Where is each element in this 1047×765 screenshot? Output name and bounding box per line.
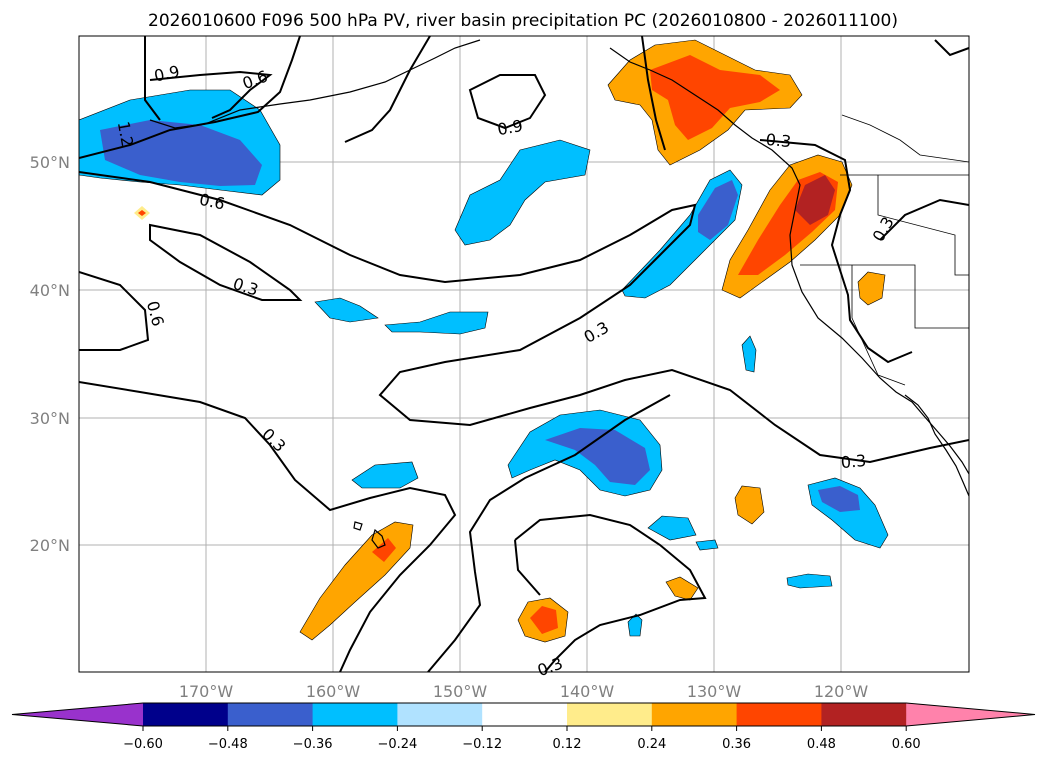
pv-contour	[79, 36, 301, 159]
precip-blob	[741, 335, 757, 373]
colorbar-segment	[143, 703, 229, 726]
pv-contour	[514, 539, 541, 596]
pv-contours	[79, 36, 969, 672]
precip-blob	[857, 271, 886, 306]
precip-blob	[786, 573, 833, 589]
pv-contour	[344, 36, 431, 143]
colorbar-extend-high	[906, 703, 1035, 726]
map-panel: 0.9 0.6 1.2 0.6 0.3 0.6 0.9 0.3 0.3 0.3 …	[30, 35, 970, 701]
pv-contour	[934, 39, 969, 57]
colorbar-tick-label: 0.48	[807, 737, 836, 752]
precip-blob	[795, 175, 835, 225]
precip-blob	[650, 55, 780, 140]
lat-label: 30°N	[30, 409, 70, 428]
longitude-labels: 170°W 160°W 150°W 140°W 130°W 120°W	[179, 682, 869, 701]
precip-blob	[818, 486, 860, 512]
pv-contour	[427, 394, 671, 672]
precip-blob	[100, 120, 262, 186]
pv-contour	[514, 513, 707, 672]
precip-blob	[698, 180, 738, 240]
contour-label: 0.9	[496, 116, 524, 139]
precip-blob	[314, 297, 379, 323]
lon-label: 150°W	[433, 682, 488, 701]
colorbar-segment	[397, 703, 483, 726]
lon-label: 140°W	[560, 682, 615, 701]
pv-contour	[641, 36, 666, 151]
baja-gulf-coast	[904, 394, 969, 497]
colorbar-tick-label: 0.24	[637, 737, 666, 752]
contour-label: 1.2	[114, 120, 137, 148]
pv-contour	[879, 198, 969, 241]
precip-blob	[351, 461, 419, 489]
precip-blob	[530, 606, 558, 634]
colorbar-segment	[821, 703, 907, 726]
hawaii-island	[371, 528, 386, 549]
colorbar-extend-low	[12, 703, 143, 726]
colorbar-segment	[651, 703, 738, 726]
pv-contour	[79, 171, 969, 464]
pv-contour	[79, 381, 457, 672]
colorbar-tick-label: −0.12	[462, 737, 502, 752]
precip-blob	[734, 485, 765, 525]
pv-contour	[149, 223, 303, 301]
lon-label: 160°W	[306, 682, 361, 701]
pv-contour	[79, 271, 150, 351]
colorbar-segment	[227, 703, 314, 726]
precip-blob	[372, 538, 396, 562]
pv-contour	[759, 139, 913, 364]
latitude-labels: 50°N 40°N 30°N 20°N	[30, 153, 70, 555]
colorbar-tick-label: −0.24	[377, 737, 417, 752]
hawaii-island	[353, 521, 363, 531]
precip-positive-areas	[134, 39, 886, 643]
colorbar-tick-label: −0.36	[293, 737, 333, 752]
colorbar-tick-label: −0.48	[208, 737, 248, 752]
precip-negative-areas	[79, 89, 889, 637]
colorbar-tick-label: 0.12	[553, 737, 582, 752]
precip-blob	[695, 539, 719, 551]
lat-label: 20°N	[30, 536, 70, 555]
precip-blob	[647, 515, 697, 541]
colorbar-tick-label: 0.60	[892, 737, 921, 752]
pv-contour	[468, 74, 547, 130]
lat-label: 50°N	[30, 153, 70, 172]
precip-blob	[138, 210, 146, 216]
pv-contour	[149, 70, 273, 119]
contour-label: 0.9	[152, 62, 181, 86]
pv-contour	[144, 36, 161, 121]
colorbar-tick-label: −0.60	[123, 737, 163, 752]
colorbar-segment	[567, 703, 653, 726]
contour-label: 0.6	[198, 190, 227, 214]
state-border	[851, 265, 906, 386]
contour-label: 0.3	[840, 451, 867, 472]
precip-blob	[454, 139, 591, 246]
map-frame	[78, 35, 970, 673]
plot-title: 2026010600 F096 500 hPa PV, river basin …	[148, 11, 898, 31]
lon-label: 170°W	[179, 682, 234, 701]
north-america-west-coast	[609, 47, 969, 475]
precip-blob	[665, 576, 699, 601]
state-border	[800, 264, 969, 329]
state-border	[877, 175, 969, 276]
contour-label: 0.3	[765, 130, 792, 151]
precip-blob	[545, 428, 650, 485]
political-borders	[800, 114, 969, 386]
colorbar-tick-label: 0.36	[722, 737, 751, 752]
precip-blob	[384, 311, 489, 335]
colorbar-segment	[736, 703, 822, 726]
lon-label: 120°W	[814, 682, 869, 701]
lat-label: 40°N	[30, 281, 70, 300]
canada-province-border	[841, 114, 969, 163]
colorbar-segment	[312, 703, 398, 726]
colorbar-segment	[482, 703, 568, 726]
colorbar: −0.60 −0.48 −0.36 −0.24 −0.12 0.12 0.24 0.36 0.4…	[11, 702, 1036, 752]
lon-label: 130°W	[687, 682, 742, 701]
